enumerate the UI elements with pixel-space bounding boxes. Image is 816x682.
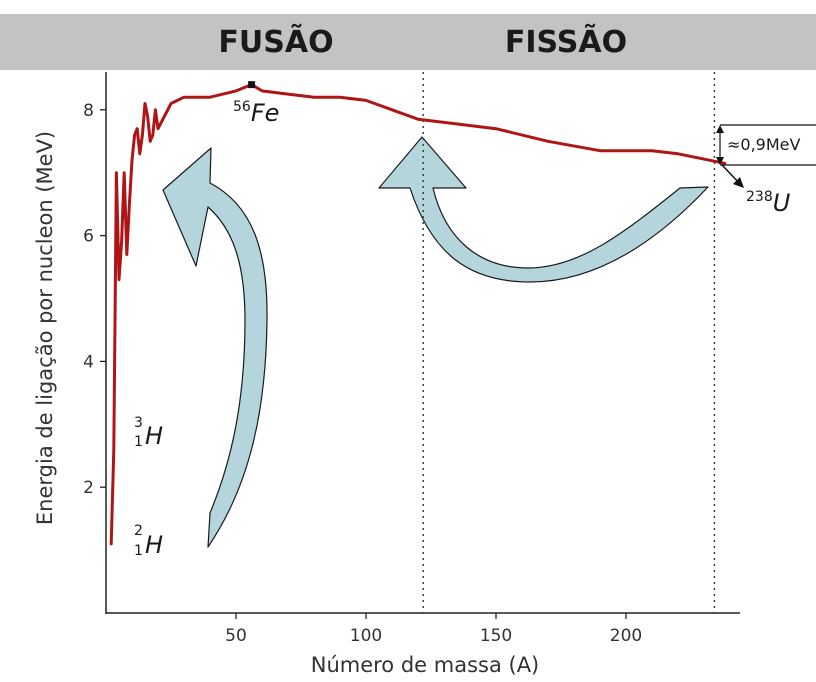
y-tick-label: 2 — [83, 478, 94, 498]
y-axis-title: Energia de ligação por nucleon (MeV) — [33, 131, 57, 525]
x-tick-label: 200 — [610, 626, 642, 646]
h2-symbol: H — [145, 531, 163, 559]
h3-mass-number: 3 — [134, 415, 143, 431]
h3-symbol: H — [145, 422, 163, 450]
h2-mass-number: 2 — [134, 523, 143, 539]
fission-label: FISSÃO — [505, 23, 627, 60]
delta-arrow-up — [716, 125, 724, 133]
fe-mass-number: 56 — [233, 99, 251, 115]
u-pointer-head — [733, 177, 744, 188]
h3-atomic-number: 1 — [134, 434, 143, 450]
delta-label: ≈0,9MeV — [727, 135, 801, 154]
u-mass-number: 238 — [746, 189, 773, 205]
h2-label: 2 1 H — [134, 523, 163, 559]
h2-atomic-number: 1 — [134, 543, 143, 559]
fe-peak-marker — [248, 81, 256, 89]
h3-label: 3 1 H — [134, 415, 163, 450]
u-symbol: U — [773, 189, 791, 217]
banner — [0, 14, 816, 70]
fe-symbol: Fe — [251, 99, 280, 127]
fusion-arrow — [162, 147, 268, 548]
y-tick-label: 6 — [83, 227, 94, 247]
delta-arrow-down — [716, 157, 724, 165]
binding-energy-curve — [109, 83, 727, 546]
fusion-label: FUSÃO — [218, 23, 333, 60]
x-tick-label: 150 — [480, 626, 512, 646]
u-label: 238U — [746, 189, 791, 217]
x-axis-title: Número de massa (A) — [311, 653, 540, 677]
x-tick-label: 100 — [350, 626, 382, 646]
y-tick-label: 8 — [83, 101, 94, 121]
fission-arrow — [378, 136, 709, 283]
y-tick-label: 4 — [83, 352, 94, 372]
ticks: 50 100 150 200 2 4 6 8 — [83, 101, 642, 646]
fe-label: 56Fe — [233, 99, 279, 127]
x-tick-label: 50 — [225, 626, 247, 646]
